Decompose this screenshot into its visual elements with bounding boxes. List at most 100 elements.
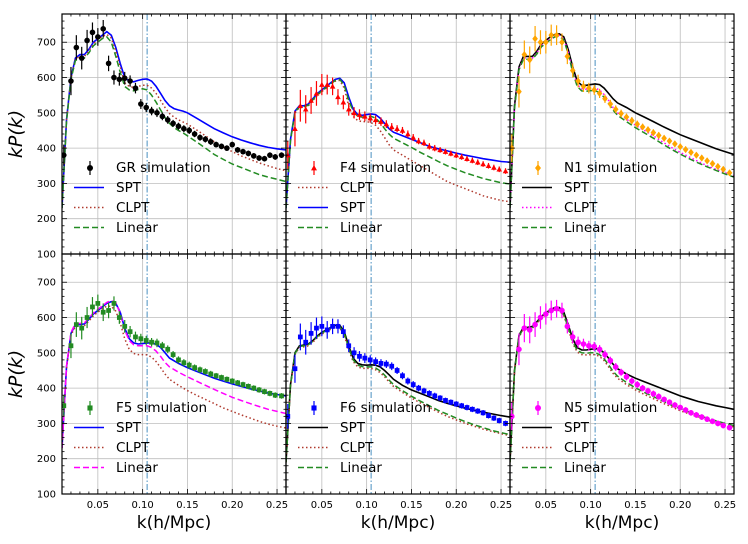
sim-point bbox=[426, 143, 433, 149]
sim-point bbox=[208, 371, 214, 377]
sim-point bbox=[591, 86, 598, 94]
curve-spt bbox=[510, 306, 734, 463]
y-tick-label: 200 bbox=[37, 214, 56, 225]
sim-point bbox=[516, 88, 522, 96]
sim-point bbox=[324, 327, 330, 333]
sim-point bbox=[229, 141, 236, 148]
legend: N1 simulation SPT CLPT Linear bbox=[522, 160, 657, 236]
sim-point bbox=[474, 159, 481, 165]
sim-point bbox=[197, 134, 203, 141]
legend: N5 simulation SPT CLPT Linear bbox=[522, 400, 657, 476]
plot-area bbox=[62, 20, 286, 209]
sim-point bbox=[591, 343, 598, 350]
sim-point bbox=[480, 410, 486, 416]
legend-label-linear: Linear bbox=[116, 460, 158, 476]
legend-label-clpt: CLPT bbox=[340, 440, 374, 456]
sim-point bbox=[90, 304, 95, 310]
sim-point bbox=[399, 127, 406, 133]
sim-point bbox=[219, 375, 224, 380]
panel-F6: 0.05 0.10 0.15 0.20 0.25 k(h/Mpc) F6 simulatio… bbox=[285, 253, 512, 533]
curve-clpt bbox=[510, 34, 734, 209]
sim-point bbox=[416, 385, 421, 391]
sim-point bbox=[111, 301, 117, 306]
sim-point bbox=[154, 340, 160, 346]
sim-point bbox=[607, 100, 614, 108]
sim-point bbox=[661, 134, 667, 142]
sim-point bbox=[666, 399, 673, 406]
legend-label-spt: SPT bbox=[564, 420, 590, 436]
sim-point bbox=[329, 83, 336, 89]
sim-point bbox=[464, 155, 470, 161]
legend-label-linear: Linear bbox=[564, 220, 606, 236]
sim-point bbox=[121, 75, 128, 82]
legend-label-clpt: CLPT bbox=[116, 200, 150, 216]
curve-spt bbox=[62, 300, 286, 449]
sim-point bbox=[256, 387, 262, 393]
sim-point bbox=[502, 168, 509, 174]
sim-point bbox=[469, 157, 476, 163]
sim-point bbox=[356, 111, 363, 117]
sim-point bbox=[267, 391, 273, 396]
sim-point bbox=[639, 123, 646, 131]
sim-point bbox=[314, 325, 319, 331]
sim-point bbox=[586, 84, 592, 92]
curve-clpt bbox=[286, 326, 510, 463]
sim-point bbox=[340, 329, 346, 335]
sim-point bbox=[229, 378, 235, 384]
sim-point bbox=[682, 407, 689, 413]
sim-point bbox=[351, 110, 357, 116]
legend: F5 simulation SPT CLPT Linear bbox=[74, 400, 207, 476]
sim-point bbox=[537, 38, 544, 46]
x-tick-label: 0.25 bbox=[714, 500, 736, 511]
plot-area bbox=[510, 24, 734, 209]
sim-point bbox=[186, 127, 193, 134]
legend-sim-label: N5 simulation bbox=[564, 400, 657, 416]
sim-point bbox=[89, 29, 96, 36]
legend-label-spt: SPT bbox=[564, 180, 590, 196]
sim-point bbox=[324, 81, 331, 87]
sim-point bbox=[224, 145, 230, 151]
sim-point bbox=[170, 120, 176, 127]
sim-point bbox=[634, 381, 641, 388]
sim-point bbox=[372, 117, 379, 123]
curve-spt bbox=[510, 32, 734, 209]
x-tick-label: 0.25 bbox=[266, 500, 288, 511]
sim-point bbox=[116, 76, 123, 83]
sim-point bbox=[443, 398, 448, 403]
sim-point bbox=[532, 35, 538, 43]
sim-point bbox=[100, 26, 107, 32]
sim-point bbox=[346, 343, 352, 349]
curve-spt bbox=[62, 30, 286, 209]
sim-point bbox=[543, 38, 549, 46]
sim-point bbox=[491, 164, 497, 170]
legend-sim-marker bbox=[535, 405, 541, 411]
sim-point bbox=[340, 99, 347, 105]
sim-point bbox=[475, 408, 481, 414]
sim-point bbox=[629, 378, 635, 384]
sim-point bbox=[279, 393, 284, 399]
panel-F5: 100 200 300 400 500 600 700 0.05 0.10 0.15 0.20 0.2… bbox=[5, 253, 288, 533]
sim-point bbox=[526, 327, 533, 333]
sim-point bbox=[537, 314, 544, 321]
sim-point bbox=[448, 150, 454, 156]
x-tick-label: 0.15 bbox=[400, 500, 422, 511]
sim-point bbox=[704, 157, 710, 165]
sim-point bbox=[383, 361, 389, 367]
sim-point bbox=[655, 393, 662, 400]
x-axis-label: k(h/Mpc) bbox=[585, 513, 659, 533]
sim-point bbox=[704, 416, 710, 422]
sim-point bbox=[726, 424, 733, 431]
legend-label-clpt: CLPT bbox=[116, 440, 150, 456]
sim-point bbox=[688, 410, 694, 416]
sim-point bbox=[672, 140, 678, 148]
plot-area bbox=[62, 294, 286, 449]
legend-label-spt: SPT bbox=[116, 180, 142, 196]
panel-frame bbox=[61, 253, 287, 495]
sim-point bbox=[480, 161, 486, 167]
sim-point bbox=[720, 165, 727, 173]
panel-frame bbox=[509, 13, 735, 255]
sim-point bbox=[459, 403, 464, 409]
sim-point bbox=[453, 401, 459, 407]
y-axis-label: kP(k) bbox=[5, 350, 27, 398]
sim-point bbox=[421, 140, 427, 146]
